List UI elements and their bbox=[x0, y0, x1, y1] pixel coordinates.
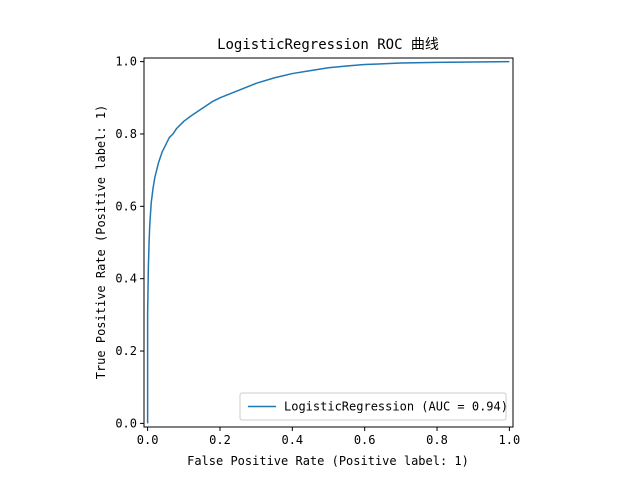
chart-title: LogisticRegression ROC 曲线 bbox=[217, 37, 439, 53]
y-tick-label: 0.2 bbox=[115, 344, 137, 358]
legend-label: LogisticRegression (AUC = 0.94) bbox=[284, 400, 508, 414]
x-axis-ticks: 0.0 0.2 0.4 0.6 0.8 1.0 bbox=[137, 427, 520, 447]
y-tick-label: 1.0 bbox=[115, 55, 137, 69]
x-tick-label: 0.4 bbox=[281, 433, 303, 447]
x-tick-label: 0.6 bbox=[354, 433, 376, 447]
x-axis-label: False Positive Rate (Positive label: 1) bbox=[187, 454, 469, 468]
legend: LogisticRegression (AUC = 0.94) bbox=[239, 392, 508, 421]
axes-frame bbox=[143, 57, 514, 428]
y-tick-label: 0.0 bbox=[115, 416, 137, 430]
x-tick-label: 0.0 bbox=[137, 433, 159, 447]
x-tick-label: 0.8 bbox=[426, 433, 448, 447]
plot-area bbox=[146, 60, 510, 424]
y-tick-label: 0.6 bbox=[115, 199, 137, 213]
roc-curve-line-0 bbox=[146, 60, 510, 424]
x-tick-label: 0.2 bbox=[209, 433, 231, 447]
y-axis-label: True Positive Rate (Positive label: 1) bbox=[94, 105, 108, 380]
y-tick-label: 0.4 bbox=[115, 272, 137, 286]
y-axis-ticks: 0.0 0.2 0.4 0.6 0.8 1.0 bbox=[115, 55, 144, 430]
y-tick-label: 0.8 bbox=[115, 127, 137, 141]
x-tick-label: 1.0 bbox=[499, 433, 521, 447]
legend-box bbox=[239, 392, 507, 421]
